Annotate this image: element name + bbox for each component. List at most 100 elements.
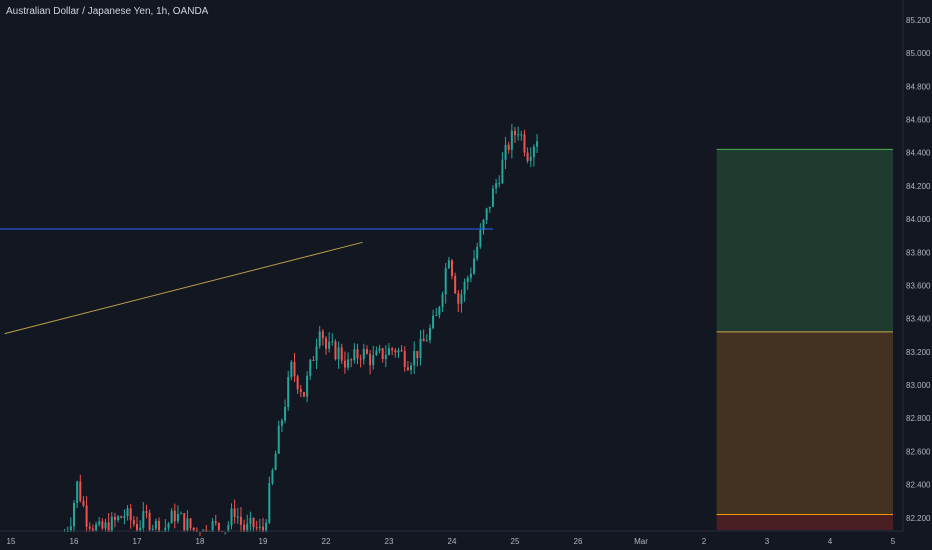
price-tick-label: 82.600: [906, 447, 931, 456]
candle-body: [400, 350, 403, 352]
candle-body: [526, 152, 529, 161]
candle-body: [520, 134, 523, 136]
candle-body: [347, 359, 350, 368]
time-tick-label: 25: [511, 537, 520, 546]
candle-body: [98, 521, 101, 525]
candle-body: [428, 327, 431, 341]
candle-body: [91, 528, 94, 531]
price-tick-label: 84.000: [906, 215, 931, 224]
time-axis[interactable]: 15 16 17 18 19 22 23 24 25 26 Mar 2 3 4 5: [0, 530, 903, 546]
candle-body: [183, 513, 186, 531]
candle-body: [255, 527, 258, 529]
candle-body: [296, 376, 299, 390]
candle-body: [243, 524, 246, 532]
candle-body: [126, 508, 129, 517]
candle-body: [422, 338, 425, 342]
price-tick-label: 83.000: [906, 381, 931, 390]
candle-body: [230, 508, 233, 526]
candle-body: [510, 130, 513, 150]
candle-body: [476, 246, 479, 259]
stop-zone: [716, 514, 893, 530]
price-tick-label: 83.800: [906, 248, 931, 257]
candle-body: [529, 157, 532, 161]
candle-body: [350, 359, 353, 361]
candle-body: [280, 420, 283, 426]
candle-body: [306, 375, 309, 397]
candle-body: [221, 531, 224, 532]
candle-body: [312, 359, 315, 361]
price-axis[interactable]: 85.200 85.000 84.800 84.600 84.400 84.200 84.0…: [902, 0, 931, 531]
candle-body: [334, 341, 337, 360]
price-tick-label: 84.600: [906, 116, 931, 125]
candle-body: [214, 521, 217, 523]
candle-body: [536, 141, 539, 147]
candle-body: [403, 351, 406, 368]
candle-body: [82, 500, 85, 506]
candle-body: [268, 483, 271, 523]
trend-line: [4, 241, 363, 335]
time-tick-label: 3: [765, 537, 770, 546]
candle-body: [463, 282, 466, 295]
candle-body: [419, 338, 422, 359]
time-tick-label: 24: [448, 537, 457, 546]
candle-body: [369, 353, 372, 366]
price-tick-label: 82.400: [906, 481, 931, 490]
candle-body: [66, 531, 69, 532]
candle-body: [142, 511, 145, 528]
candle-body: [331, 341, 334, 343]
candle-body: [466, 277, 469, 283]
candle-body: [176, 513, 179, 522]
candle-body: [132, 520, 135, 525]
candle-body: [495, 183, 498, 189]
candle-body: [378, 348, 381, 351]
price-tick-label: 84.800: [906, 82, 931, 91]
time-tick-label: 23: [385, 537, 394, 546]
candle-body: [435, 315, 438, 317]
candle-body: [85, 505, 88, 527]
position-zones: [716, 148, 893, 530]
candle-body: [482, 220, 485, 231]
candle-body: [441, 294, 444, 308]
candle-body: [321, 331, 324, 339]
candle-body: [73, 502, 75, 527]
candle-body: [388, 348, 390, 355]
candle-body: [79, 481, 82, 501]
candle-body: [416, 350, 419, 359]
candle-body: [290, 361, 293, 377]
candles: [64, 123, 539, 536]
time-tick-label: 4: [828, 537, 833, 546]
candle-body: [457, 293, 460, 304]
time-tick-label: 17: [133, 537, 142, 546]
candle-body: [139, 527, 142, 532]
candle-body: [362, 349, 365, 360]
candle-body: [189, 518, 192, 528]
candle-body: [167, 523, 170, 528]
price-tick-label: 85.000: [906, 49, 931, 58]
time-tick-label: Mar: [634, 537, 648, 546]
candle-body: [479, 230, 482, 247]
candle-body: [318, 331, 321, 346]
candle-body: [444, 268, 447, 295]
candle-body: [180, 513, 183, 515]
candle-body: [391, 348, 394, 351]
candle-body: [239, 516, 242, 525]
candle-body: [95, 524, 98, 531]
candle-body: [173, 510, 176, 522]
candle-body: [136, 524, 138, 532]
candle-body: [246, 523, 249, 532]
candle-body: [265, 522, 268, 532]
candle-body: [186, 518, 189, 531]
candle-body: [359, 358, 362, 360]
candle-body: [432, 315, 435, 328]
time-tick-label: 18: [196, 537, 205, 546]
candle-body: [249, 517, 252, 524]
price-tick-label: 83.200: [906, 348, 931, 357]
candle-body: [340, 347, 343, 361]
candle-body: [287, 376, 290, 407]
candle-body: [129, 508, 132, 521]
candle-body: [413, 350, 416, 366]
price-tick-label: 82.200: [906, 514, 931, 523]
candle-body: [406, 367, 409, 371]
